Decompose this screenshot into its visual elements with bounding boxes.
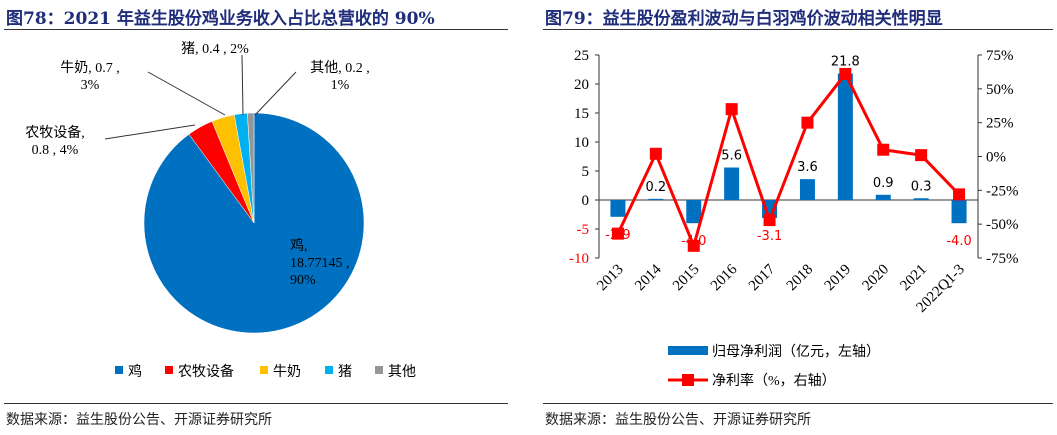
x-tick-label: 2019	[822, 262, 855, 295]
bar-label-2018: 3.6	[797, 160, 818, 175]
bar-2021	[913, 198, 929, 200]
right-title-rule	[543, 29, 1053, 30]
pie-label-猪: 猪, 0.4 , 2%	[181, 41, 249, 57]
legend-label-margin: 净利率（%，右轴）	[712, 372, 836, 389]
legend-label-其他: 其他	[388, 364, 416, 380]
bar-2018	[799, 179, 815, 200]
x-tick-label: 2021	[897, 262, 930, 295]
legend-label-农牧设备: 农牧设备	[178, 363, 234, 380]
right-tick-label: -50%	[986, 217, 1019, 233]
bar-2013	[610, 200, 626, 217]
left-title: 图78：2021 年益生股份鸡业务收入占比总营收的 90%	[6, 9, 435, 29]
line-marker-2019	[839, 67, 852, 80]
right-tick-label: 25%	[986, 116, 1014, 132]
left-tick-label: 10	[574, 135, 589, 151]
left-title-rule	[4, 29, 508, 30]
bar-label-2021: 0.3	[911, 179, 932, 194]
legend-swatch-其他	[375, 366, 383, 374]
right-source: 数据来源：益生股份公告、开源证券研究所	[545, 412, 811, 428]
bar-2019	[837, 73, 853, 200]
leader-line	[241, 54, 244, 116]
leader-line	[147, 71, 226, 116]
right-source-rule	[543, 403, 1053, 404]
line-marker-2021	[915, 149, 928, 162]
line-marker-2020	[877, 143, 890, 156]
legend-swatch-鸡	[115, 366, 123, 374]
bar-label-2020: 0.9	[873, 176, 894, 191]
line-marker-2013	[611, 227, 624, 240]
bar-2016	[724, 167, 740, 200]
pie-label-其他: 其他, 0.2 , 1%	[310, 60, 370, 93]
x-tick-label: 2017	[746, 261, 779, 294]
legend-swatch-牛奶	[260, 366, 268, 374]
bar-label-2016: 5.6	[721, 149, 742, 164]
line-marker-2015	[687, 239, 700, 252]
bar-2014	[648, 198, 664, 200]
right-tick-label: -75%	[986, 251, 1019, 267]
right-tick-label: 0%	[986, 150, 1006, 166]
left-tick-label: -10	[569, 251, 589, 267]
x-tick-label: 2014	[632, 261, 665, 294]
left-source-rule	[4, 403, 508, 404]
legend-swatch-农牧设备	[165, 366, 173, 374]
right-tick-label: 50%	[986, 82, 1014, 98]
right-title: 图79：益生股份盈利波动与白羽鸡价波动相关性明显	[545, 9, 943, 29]
pie-label-农牧设备: 农牧设备, 0.8 , 4%	[25, 124, 85, 158]
legend-label-猪: 猪	[338, 364, 352, 380]
leader-line	[254, 71, 297, 116]
line-marker-2022Q1-3	[953, 188, 966, 201]
legend-swatch-猪	[325, 366, 333, 374]
legend-swatch-profit	[668, 346, 708, 355]
right-tick-label: -25%	[986, 183, 1019, 199]
legend-label-牛奶: 牛奶	[273, 364, 301, 380]
legend-label-鸡: 鸡	[128, 363, 142, 380]
left-tick-label: 25	[574, 48, 589, 64]
x-tick-label: 2020	[860, 262, 893, 295]
bar-2015	[686, 200, 702, 224]
right-tick-label: 75%	[986, 48, 1014, 64]
left-tick-label: 5	[582, 164, 590, 180]
leader-line	[104, 124, 196, 140]
x-tick-label: 2018	[784, 262, 817, 295]
bar-label-2014: 0.2	[646, 180, 667, 195]
line-marker-2016	[725, 103, 738, 116]
left-source: 数据来源：益生股份公告、开源证券研究所	[6, 412, 272, 428]
line-marker-2017	[763, 214, 776, 227]
left-tick-label: 20	[574, 77, 589, 93]
bar-label-2017: -3.1	[757, 229, 782, 244]
legend-marker-margin	[682, 374, 694, 386]
pie-label-牛奶: 牛奶, 0.7 , 3%	[60, 60, 120, 93]
left-tick-label: 15	[574, 106, 589, 122]
bar-label-2022Q1-3: -4.0	[946, 234, 971, 249]
legend-label-profit: 归母净利润（亿元，左轴）	[712, 343, 880, 360]
left-tick-label: -5	[577, 222, 590, 238]
left-tick-label: 0	[582, 193, 590, 209]
x-tick-label: 2015	[670, 262, 703, 295]
bar-2020	[875, 194, 891, 200]
net-margin-line	[616, 71, 961, 251]
pie-label-鸡: 鸡, 18.77145 , 90%	[290, 237, 350, 288]
bar-2022Q1-3	[951, 200, 967, 224]
x-tick-label: 2013	[594, 262, 627, 295]
pie-slice-其他	[247, 112, 255, 224]
x-tick-label: 2016	[708, 261, 741, 294]
line-marker-2014	[649, 147, 662, 160]
line-marker-2018	[801, 116, 814, 129]
bar-label-2019: 21.8	[831, 55, 860, 70]
